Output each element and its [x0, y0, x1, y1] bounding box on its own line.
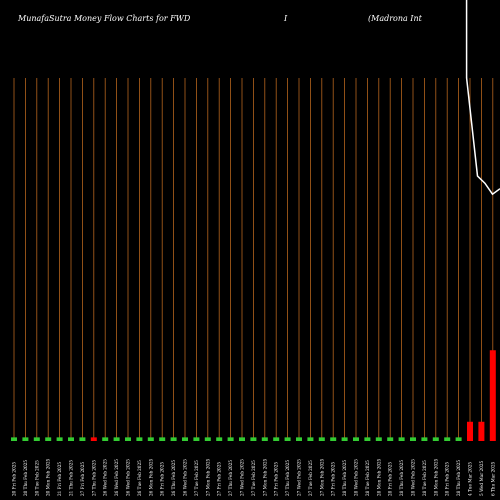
price-line: [465, 0, 500, 196]
bar: [227, 437, 234, 441]
bar: [56, 437, 63, 441]
x-tick-label: 20 Fri Feb 2025: [12, 462, 17, 496]
bar: [296, 437, 302, 441]
bar: [410, 437, 416, 441]
bar: [375, 437, 382, 441]
bar: [455, 437, 462, 441]
x-tick-label: 26 Wed Feb 2025: [114, 459, 119, 496]
x-tick-label: 27 Tue Feb 2025: [194, 460, 199, 496]
x-tick-label: 27 Tue Feb 2025: [251, 460, 256, 496]
x-tick-label: 27 Fri Feb 2025: [217, 462, 222, 496]
x-tick-label: 26 Fri Feb 2025: [160, 462, 165, 496]
bar: [387, 437, 394, 441]
price-line-group: [465, 0, 500, 196]
x-tick-label: 27 Mon Feb 2025: [262, 458, 267, 496]
x-tick-label: 27 Thu Feb 2025: [228, 460, 233, 496]
x-tick-label: 28 Tue Feb 2025: [422, 460, 427, 496]
x-tick-label: 26 Wed Feb 2025: [103, 459, 108, 496]
x-tick-label: 27 Mon Feb 2025: [205, 458, 210, 496]
x-tick-label: 27 Fri Feb 2025: [80, 462, 85, 496]
bar: [136, 437, 143, 441]
chart-title-company: (Madrona Int: [368, 14, 423, 23]
bar: [330, 437, 337, 441]
x-tick-label: 28 Thu Feb 2025: [399, 460, 404, 496]
bar: [250, 437, 257, 441]
bar: [33, 437, 40, 441]
bar: [398, 437, 405, 441]
x-tick-label: 28 Thu Feb 2025: [342, 460, 347, 496]
x-tick-label: 20 Mon Feb 2025: [46, 458, 51, 496]
bar: [353, 437, 359, 441]
bar: [489, 350, 496, 441]
chart-title: MunafaSutra Money Flow Charts for FWD: [17, 14, 191, 23]
bar: [239, 437, 245, 441]
bar: [182, 437, 188, 441]
x-tick-label: 28 Tue Feb 2025: [365, 460, 370, 496]
x-tick-label: 27 Fri Feb 2025: [274, 462, 279, 496]
bar: [216, 437, 223, 441]
bar: [159, 437, 166, 441]
bar: [432, 437, 439, 441]
bar: [170, 437, 177, 441]
x-tick-label: 28 Fri Feb 2025: [445, 462, 450, 496]
x-tick-label: 28 Wed Feb 2025: [354, 459, 359, 496]
x-tick-label: 27 Tue Feb 2025: [308, 460, 313, 496]
bar: [79, 437, 86, 441]
x-tick-label: 26 Thu Feb 2025: [171, 460, 176, 496]
x-tick-label: 27 Wed Feb 2025: [297, 459, 302, 496]
x-tick-label: 28 Fri Feb 2025: [388, 462, 393, 496]
bar: [273, 437, 280, 441]
bar: [284, 437, 291, 441]
x-tick-label: 26 Wed Feb 2025: [183, 459, 188, 496]
x-tick-label: 27 Thu Feb 2025: [285, 460, 290, 496]
bar: [147, 437, 154, 441]
bar: [125, 437, 131, 441]
bar: [90, 437, 97, 441]
x-tick-label: 27 Fri Feb 2025: [331, 462, 336, 496]
bar: [113, 437, 120, 441]
x-tick-label: 28 Mon Feb 2025: [433, 458, 438, 496]
x-tick-label: 27 Thu Feb 2025: [91, 460, 96, 496]
x-tick-label: 28 Thu Feb 2025: [456, 460, 461, 496]
grid-lines: [13, 78, 494, 441]
bar: [307, 437, 314, 441]
bar: [204, 437, 211, 441]
bars: [11, 350, 496, 441]
x-tick-label: 27 Wed Feb 2025: [240, 459, 245, 496]
bar: [444, 437, 451, 441]
x-tick-label: 27 Mon Feb 2025: [319, 458, 324, 496]
x-tick-label: 4 Tue Mar 2025: [468, 462, 473, 496]
x-tick-label: 6 Thu Mar 2025: [490, 461, 495, 496]
x-tick-label: 5 Wed Mar 2025: [479, 460, 484, 496]
x-tick-label: 20 Tue Feb 2025: [34, 460, 39, 496]
x-tick-label: 20 Thu Feb 2025: [23, 460, 28, 496]
bar: [478, 421, 485, 441]
x-tick-labels: 20 Fri Feb 2025 20 Thu Feb 2025 20 Tue Feb…: [12, 458, 496, 496]
x-tick-label: 21 Fri Feb 2025: [57, 462, 62, 496]
bar: [364, 437, 371, 441]
x-tick-label: 26 Wed Feb 2025: [126, 459, 131, 496]
bar: [102, 437, 109, 441]
bar: [421, 437, 428, 441]
bar: [11, 437, 17, 441]
bar: [261, 437, 268, 441]
bar: [193, 437, 200, 441]
chart-title-symbol: I: [283, 14, 288, 23]
x-tick-label: 26 Mon Feb 2025: [148, 458, 153, 496]
bar: [467, 421, 473, 441]
bar: [341, 437, 348, 441]
bar: [45, 437, 52, 441]
bar: [318, 437, 325, 441]
x-tick-label: 26 Tue Feb 2025: [137, 460, 142, 496]
x-tick-label: 28 Wed Feb 2025: [411, 459, 416, 496]
bar: [22, 437, 29, 441]
x-tick-label: 28 Mon Feb 2025: [376, 458, 381, 496]
bar: [68, 437, 74, 441]
x-tick-label: 21 Thu Feb 2025: [69, 460, 74, 496]
